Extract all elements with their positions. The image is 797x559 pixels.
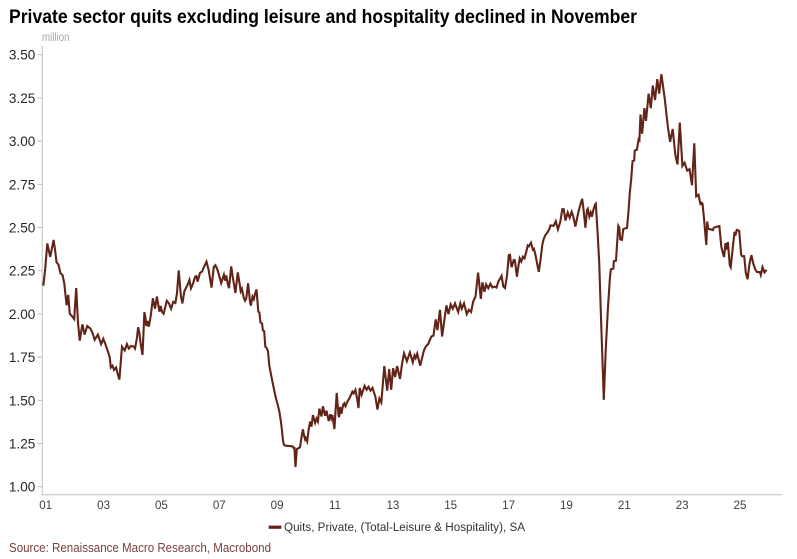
svg-text:13: 13 xyxy=(386,499,399,512)
svg-text:03: 03 xyxy=(97,499,110,512)
svg-text:Source: Renaissance Macro Rese: Source: Renaissance Macro Research, Macr… xyxy=(9,540,271,555)
svg-text:11: 11 xyxy=(329,499,341,512)
svg-text:15: 15 xyxy=(444,499,457,512)
svg-text:21: 21 xyxy=(618,499,631,512)
svg-text:2.25: 2.25 xyxy=(9,264,35,279)
svg-text:23: 23 xyxy=(676,499,689,512)
svg-text:19: 19 xyxy=(560,499,573,512)
svg-text:17: 17 xyxy=(502,499,515,512)
svg-text:million: million xyxy=(42,31,70,44)
svg-text:25: 25 xyxy=(734,499,747,512)
svg-text:07: 07 xyxy=(213,499,226,512)
svg-text:Quits, Private, (Total-Leisure: Quits, Private, (Total-Leisure & Hospita… xyxy=(284,520,526,534)
svg-text:1.00: 1.00 xyxy=(9,480,35,495)
svg-text:3.25: 3.25 xyxy=(9,91,35,106)
svg-text:3.50: 3.50 xyxy=(9,48,35,63)
svg-text:1.50: 1.50 xyxy=(9,393,35,408)
svg-text:01: 01 xyxy=(39,499,52,512)
svg-text:05: 05 xyxy=(155,499,168,512)
svg-text:09: 09 xyxy=(271,499,284,512)
svg-text:2.00: 2.00 xyxy=(9,307,35,322)
svg-text:3.00: 3.00 xyxy=(9,134,35,149)
svg-text:Private sector quits excluding: Private sector quits excluding leisure a… xyxy=(9,6,637,28)
svg-text:1.25: 1.25 xyxy=(9,437,35,452)
svg-text:1.75: 1.75 xyxy=(9,350,35,365)
svg-text:2.50: 2.50 xyxy=(9,221,35,236)
svg-text:2.75: 2.75 xyxy=(9,177,35,192)
